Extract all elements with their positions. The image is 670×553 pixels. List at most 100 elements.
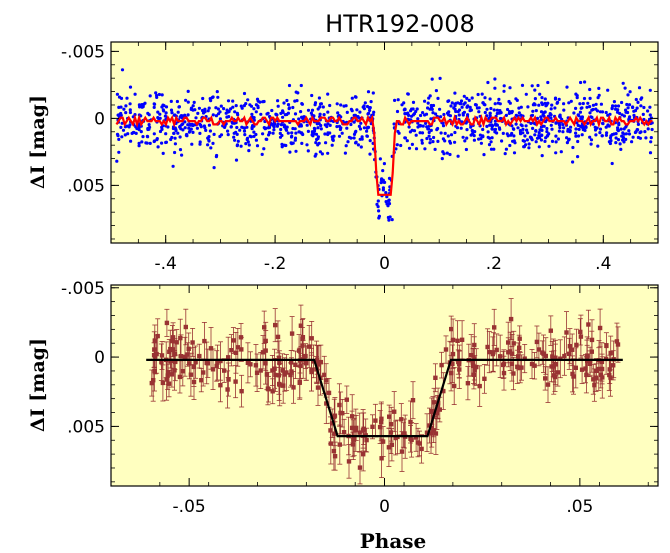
data-point <box>406 92 410 96</box>
data-point <box>637 86 642 90</box>
data-point <box>390 218 394 222</box>
data-point <box>358 110 362 114</box>
data-point <box>128 108 132 112</box>
data-point <box>462 94 466 98</box>
data-point <box>160 93 164 97</box>
data-point <box>254 132 258 137</box>
data-point <box>411 100 416 104</box>
data-point <box>580 106 584 110</box>
data-point <box>421 111 425 115</box>
data-point <box>609 139 613 143</box>
data-point <box>530 113 535 117</box>
data-point <box>291 126 295 131</box>
data-point <box>569 125 573 129</box>
data-point <box>588 105 592 109</box>
data-point-with-error-bar <box>370 414 375 440</box>
data-point <box>472 138 476 142</box>
data-point <box>486 80 490 85</box>
data-point <box>493 128 497 132</box>
data-point <box>407 146 412 150</box>
data-point <box>243 126 247 130</box>
data-point <box>543 97 547 101</box>
data-point <box>379 181 383 185</box>
data-point <box>115 132 120 136</box>
data-point <box>465 105 469 109</box>
data-point <box>642 117 646 122</box>
data-point <box>410 142 414 146</box>
data-point <box>488 123 492 127</box>
data-point <box>456 110 460 114</box>
data-point <box>244 142 248 146</box>
data-point <box>439 131 443 135</box>
data-point <box>591 103 596 107</box>
data-point <box>216 95 220 99</box>
data-point <box>530 84 534 88</box>
data-point <box>169 108 174 112</box>
data-point <box>476 92 480 97</box>
data-point <box>368 152 372 156</box>
data-point <box>396 98 400 102</box>
data-point <box>128 110 132 115</box>
data-point <box>434 89 438 93</box>
data-point-with-error-bar <box>180 356 186 387</box>
data-point-with-error-bar <box>477 365 483 407</box>
data-point-with-error-bar <box>152 350 157 392</box>
data-point <box>188 129 192 133</box>
data-point <box>186 89 190 93</box>
data-point <box>596 144 600 148</box>
data-point <box>288 150 292 154</box>
data-point <box>339 103 343 107</box>
data-point <box>460 105 464 109</box>
data-point <box>639 104 643 108</box>
data-point <box>280 142 284 146</box>
data-point <box>512 139 516 143</box>
data-point <box>436 139 440 143</box>
data-point <box>128 102 132 106</box>
data-point <box>161 108 165 112</box>
data-point <box>280 145 284 149</box>
data-point <box>232 135 236 139</box>
data-point <box>550 139 555 143</box>
data-point <box>497 97 501 101</box>
data-point <box>607 124 611 128</box>
data-point <box>265 112 269 116</box>
data-point-with-error-bar <box>303 343 308 369</box>
data-point <box>326 110 330 114</box>
data-point <box>173 136 177 140</box>
data-point <box>433 147 437 151</box>
data-point <box>489 147 494 151</box>
data-point <box>235 125 239 130</box>
data-point <box>543 139 547 143</box>
data-point <box>453 107 457 111</box>
data-point <box>161 151 165 155</box>
data-point <box>172 131 176 135</box>
data-point <box>349 122 353 127</box>
data-point <box>164 132 168 136</box>
data-point <box>482 153 486 157</box>
data-point <box>414 147 419 151</box>
data-point <box>152 139 157 143</box>
bottom-panel: -.05 0 .05 -.005 0 .005 ΔI [mag] Phase <box>27 279 659 553</box>
data-point-with-error-bar <box>481 363 487 394</box>
data-point <box>376 199 380 203</box>
data-point <box>353 130 357 134</box>
data-point <box>325 125 329 129</box>
data-point <box>212 132 216 136</box>
data-point <box>636 100 640 104</box>
data-point <box>566 127 570 131</box>
data-point <box>449 133 454 137</box>
data-point <box>227 115 231 119</box>
data-point <box>190 142 194 146</box>
data-point <box>233 110 237 114</box>
data-point-with-error-bar <box>532 351 538 380</box>
data-point <box>208 129 212 133</box>
data-point <box>402 108 406 112</box>
data-point <box>326 151 330 155</box>
data-point <box>128 85 133 89</box>
data-point-with-error-bar <box>501 355 507 391</box>
data-point <box>239 144 243 148</box>
data-point <box>623 86 627 90</box>
data-point <box>450 101 454 105</box>
data-point <box>596 96 600 100</box>
data-point-with-error-bar <box>596 347 602 391</box>
